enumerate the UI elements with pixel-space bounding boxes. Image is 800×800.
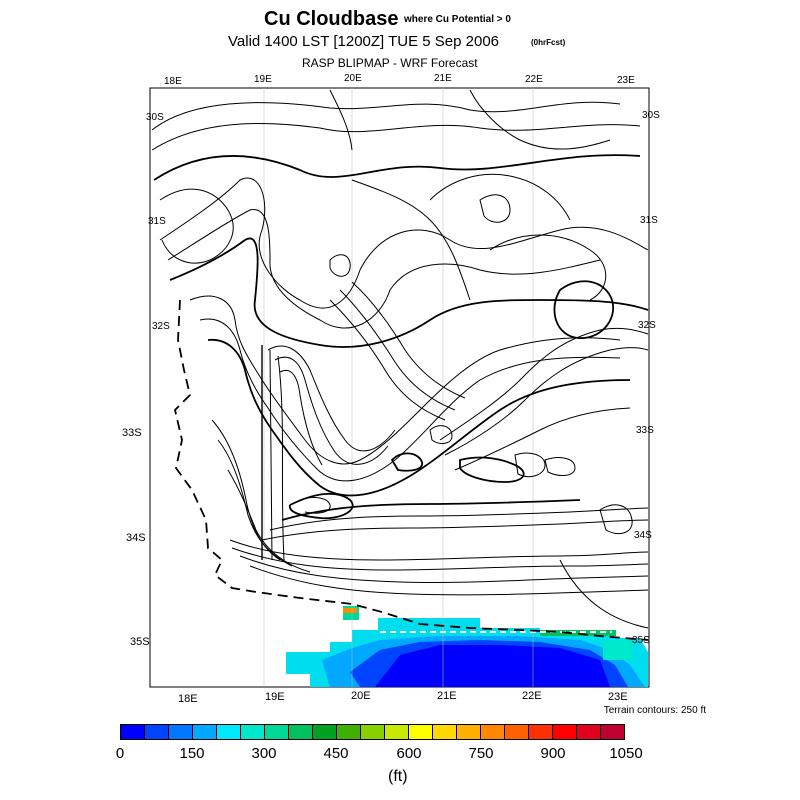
legend-swatch bbox=[145, 725, 169, 739]
legend-tick: 300 bbox=[251, 745, 277, 762]
lon-label-top: 23E bbox=[617, 75, 635, 86]
chart-subtitle: RASP BLIPMAP - WRF Forecast bbox=[302, 56, 478, 70]
map-frame bbox=[149, 87, 650, 688]
lon-label-top: 21E bbox=[434, 73, 452, 84]
lat-label-right: 35S bbox=[632, 635, 650, 646]
lon-label-top: 19E bbox=[254, 74, 272, 85]
lat-label-right: 31S bbox=[640, 215, 658, 226]
lat-label-left: 34S bbox=[126, 532, 146, 544]
terrain-contour-note: Terrain contours: 250 ft bbox=[603, 705, 706, 716]
lon-label-top: 22E bbox=[525, 74, 543, 85]
legend-tick: 900 bbox=[540, 745, 566, 762]
legend-tick: 0 bbox=[115, 745, 125, 762]
terrain-contours bbox=[151, 89, 649, 629]
lat-label-right: 34S bbox=[634, 530, 652, 541]
lat-label-right: 33S bbox=[636, 425, 654, 436]
lon-labels-top: 18E 19E 20E 21E 22E 23E bbox=[164, 73, 635, 87]
lon-label-bottom: 18E bbox=[178, 693, 198, 705]
legend-swatch bbox=[217, 725, 241, 739]
chart-title-qualifier: where Cu Potential > 0 bbox=[404, 14, 511, 25]
legend-swatch bbox=[289, 725, 313, 739]
legend-tick: 150 bbox=[179, 745, 205, 762]
legend-tick: 450 bbox=[323, 745, 349, 762]
legend-swatch bbox=[121, 725, 145, 739]
legend-swatch bbox=[193, 725, 217, 739]
lon-label-bottom: 23E bbox=[608, 691, 628, 703]
legend-swatch bbox=[553, 725, 577, 739]
legend-swatch bbox=[241, 725, 265, 739]
cloudbase-fill bbox=[286, 606, 648, 687]
legend-swatch bbox=[385, 725, 409, 739]
lon-label-bottom: 22E bbox=[522, 690, 542, 702]
legend-swatch bbox=[409, 725, 433, 739]
lat-label-right: 30S bbox=[642, 110, 660, 121]
lon-labels-bottom: 18E 19E 20E 21E 22E 23E bbox=[178, 690, 628, 705]
lat-labels-right: 30S 31S 32S 33S 34S 35S bbox=[632, 110, 660, 646]
lat-label-left: 35S bbox=[130, 636, 150, 648]
lat-label-left: 33S bbox=[122, 427, 142, 439]
valid-time: Valid 1400 LST [1200Z] TUE 5 Sep 2006 bbox=[228, 33, 500, 50]
legend-swatch bbox=[337, 725, 361, 739]
legend-swatch bbox=[433, 725, 457, 739]
legend-swatch bbox=[313, 725, 337, 739]
lon-label-top: 20E bbox=[344, 73, 362, 84]
legend-swatch bbox=[601, 725, 624, 739]
legend-swatch bbox=[457, 725, 481, 739]
lat-label-right: 32S bbox=[638, 320, 656, 331]
color-legend-bar bbox=[120, 724, 625, 740]
lon-label-bottom: 20E bbox=[351, 690, 371, 702]
legend-swatch bbox=[577, 725, 601, 739]
coastline bbox=[174, 299, 649, 641]
lat-label-left: 31S bbox=[148, 216, 166, 227]
lon-label-bottom: 19E bbox=[265, 691, 285, 703]
lat-label-left: 32S bbox=[152, 321, 170, 332]
lat-label-left: 30S bbox=[146, 112, 164, 123]
lat-labels-left: 30S 31S 32S 33S 34S 35S bbox=[122, 112, 170, 648]
legend-tick: 750 bbox=[468, 745, 494, 762]
legend-tick: 1050 bbox=[609, 745, 643, 762]
legend-swatch bbox=[361, 725, 385, 739]
forecast-hour: (0hrFcst) bbox=[531, 38, 566, 47]
legend-swatch bbox=[481, 725, 505, 739]
legend-swatch bbox=[505, 725, 529, 739]
legend-swatch bbox=[169, 725, 193, 739]
chart-title: Cu Cloudbase bbox=[264, 8, 399, 30]
lon-label-top: 18E bbox=[164, 76, 182, 87]
legend-swatch bbox=[265, 725, 289, 739]
legend-swatch bbox=[529, 725, 553, 739]
legend-tick: 600 bbox=[396, 745, 422, 762]
legend-unit-label: (ft) bbox=[388, 768, 408, 785]
lon-label-bottom: 21E bbox=[437, 690, 457, 702]
